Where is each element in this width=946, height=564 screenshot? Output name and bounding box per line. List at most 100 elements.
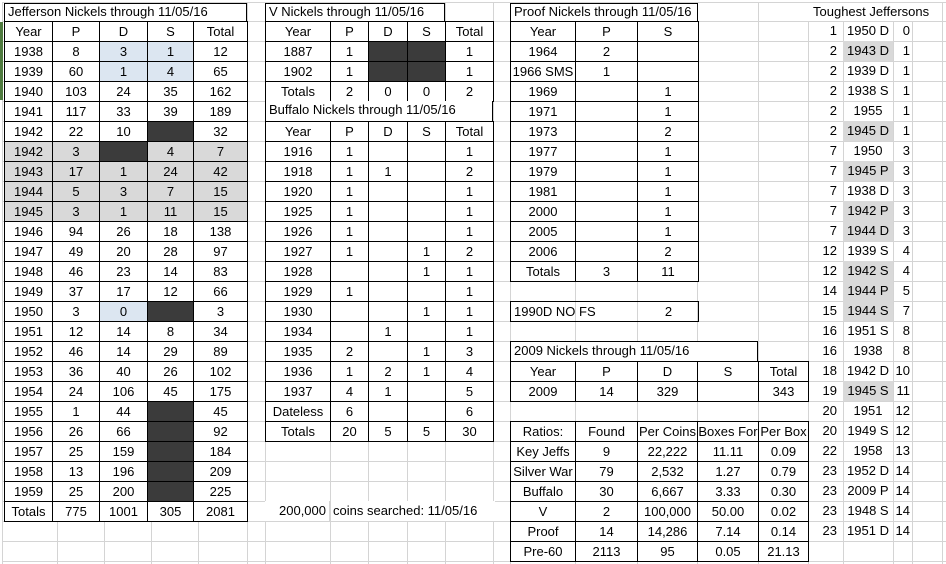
cell[interactable]: 1 bbox=[369, 162, 408, 182]
cell[interactable]: 1 bbox=[446, 302, 494, 322]
column-header[interactable]: D bbox=[369, 22, 408, 42]
cell[interactable]: 18 bbox=[148, 222, 194, 242]
footnote-text[interactable]: coins searched: 11/05/16 bbox=[331, 501, 495, 521]
cell[interactable] bbox=[408, 282, 446, 302]
cell[interactable]: 40 bbox=[100, 362, 148, 382]
cell[interactable]: 1001 bbox=[100, 502, 148, 522]
year-cell[interactable]: 1944 P bbox=[843, 281, 893, 301]
cell[interactable] bbox=[369, 242, 408, 262]
cell[interactable] bbox=[576, 242, 638, 262]
cell[interactable]: Totals bbox=[266, 422, 331, 442]
cell[interactable]: 11 bbox=[638, 262, 699, 282]
cell[interactable]: 1 bbox=[638, 142, 699, 162]
year-cell[interactable]: 1938 bbox=[853, 343, 883, 358]
cell[interactable]: 39 bbox=[148, 102, 194, 122]
cell[interactable]: V bbox=[511, 502, 576, 522]
cell[interactable]: 66 bbox=[194, 282, 248, 302]
cell[interactable]: 35 bbox=[148, 82, 194, 102]
year-cell[interactable]: 1945 P bbox=[843, 161, 893, 181]
column-header[interactable]: Year bbox=[511, 362, 576, 382]
cell[interactable]: 1 bbox=[638, 82, 699, 102]
column-header[interactable]: Year bbox=[511, 22, 576, 42]
cell[interactable]: Proof bbox=[511, 522, 576, 542]
year-cell[interactable]: 1939 S bbox=[847, 243, 889, 258]
cell[interactable]: 1 bbox=[408, 262, 446, 282]
cell[interactable]: 138 bbox=[194, 222, 248, 242]
cell[interactable]: 1 bbox=[446, 202, 494, 222]
cell[interactable]: 775 bbox=[53, 502, 100, 522]
cell[interactable]: Totals bbox=[5, 502, 53, 522]
cell[interactable]: 1973 bbox=[511, 122, 576, 142]
cell[interactable]: 30 bbox=[446, 422, 494, 442]
cell[interactable]: 1958 bbox=[5, 462, 53, 482]
cell[interactable]: 29 bbox=[148, 342, 194, 362]
rank-cell[interactable]: 23 bbox=[822, 483, 837, 498]
cell[interactable]: 7 bbox=[194, 142, 248, 162]
cell[interactable]: 5 bbox=[53, 182, 100, 202]
rank-cell[interactable]: 7 bbox=[829, 203, 837, 218]
rank-cell[interactable]: 19 bbox=[822, 383, 837, 398]
rank-cell[interactable]: 2 bbox=[829, 43, 837, 58]
cell[interactable]: 3 bbox=[446, 342, 494, 362]
column-header[interactable]: P bbox=[331, 122, 369, 142]
cell[interactable]: 1 bbox=[331, 202, 369, 222]
cell[interactable] bbox=[576, 162, 638, 182]
cell[interactable] bbox=[408, 42, 446, 62]
cell[interactable] bbox=[408, 162, 446, 182]
cell[interactable]: 17 bbox=[53, 162, 100, 182]
cell[interactable]: 6 bbox=[331, 402, 369, 422]
cell[interactable]: 14 bbox=[100, 342, 148, 362]
cell[interactable]: 1 bbox=[331, 222, 369, 242]
special-1990d-row[interactable]: 1990D NO FS 2 bbox=[510, 301, 699, 322]
cell[interactable]: 12 bbox=[53, 322, 100, 342]
rank-cell[interactable]: 12 bbox=[822, 263, 837, 278]
cell[interactable]: 79 bbox=[576, 462, 638, 482]
cell[interactable]: 162 bbox=[194, 82, 248, 102]
cell[interactable]: 7 bbox=[148, 182, 194, 202]
cell[interactable]: 1939 bbox=[5, 62, 53, 82]
cell[interactable]: 0 bbox=[408, 82, 446, 102]
cell[interactable]: 2 bbox=[576, 42, 638, 62]
cell[interactable]: 5 bbox=[408, 422, 446, 442]
rank-cell[interactable]: 2 bbox=[829, 123, 837, 138]
cell[interactable]: Dateless bbox=[266, 402, 331, 422]
cell[interactable]: 1 bbox=[369, 382, 408, 402]
cell[interactable]: 28 bbox=[148, 242, 194, 262]
cell[interactable]: Totals bbox=[511, 262, 576, 282]
cell[interactable]: 17 bbox=[100, 282, 148, 302]
cell[interactable]: 1 bbox=[408, 242, 446, 262]
cell[interactable]: 1 bbox=[53, 402, 100, 422]
cell[interactable]: 30 bbox=[576, 482, 638, 502]
column-header[interactable]: S bbox=[698, 362, 759, 382]
cell[interactable]: 305 bbox=[148, 502, 194, 522]
year-cell[interactable]: 1951 S bbox=[847, 323, 889, 338]
cell[interactable]: 1944 bbox=[5, 182, 53, 202]
count-cell[interactable]: 13 bbox=[895, 443, 910, 458]
buffalo-title[interactable]: Buffalo Nickels through 11/05/16 bbox=[265, 101, 493, 121]
cell[interactable] bbox=[331, 302, 369, 322]
rank-cell[interactable]: 14 bbox=[822, 283, 837, 298]
cell[interactable]: Buffalo bbox=[511, 482, 576, 502]
cell[interactable]: 15 bbox=[194, 202, 248, 222]
cell[interactable] bbox=[408, 142, 446, 162]
cell[interactable]: 34 bbox=[194, 322, 248, 342]
cell[interactable]: 44 bbox=[100, 402, 148, 422]
year-cell[interactable]: 1950 bbox=[853, 143, 883, 158]
column-header[interactable]: P bbox=[576, 362, 638, 382]
cell[interactable]: 1927 bbox=[266, 242, 331, 262]
column-header[interactable]: S bbox=[148, 22, 194, 42]
cell[interactable] bbox=[369, 282, 408, 302]
cell[interactable]: 1977 bbox=[511, 142, 576, 162]
cell[interactable]: 196 bbox=[100, 462, 148, 482]
cell[interactable]: 1937 bbox=[266, 382, 331, 402]
cell[interactable]: 1 bbox=[331, 62, 369, 82]
cell[interactable] bbox=[148, 482, 194, 502]
cell[interactable]: 1 bbox=[638, 202, 699, 222]
rank-cell[interactable]: 20 bbox=[822, 403, 837, 418]
count-cell[interactable]: 8 bbox=[902, 343, 910, 358]
year-cell[interactable]: 1951 bbox=[853, 403, 883, 418]
count-cell[interactable]: 1 bbox=[902, 103, 910, 118]
column-header[interactable]: Per Box bbox=[759, 422, 809, 442]
cell[interactable] bbox=[369, 222, 408, 242]
cell[interactable]: 26 bbox=[53, 422, 100, 442]
